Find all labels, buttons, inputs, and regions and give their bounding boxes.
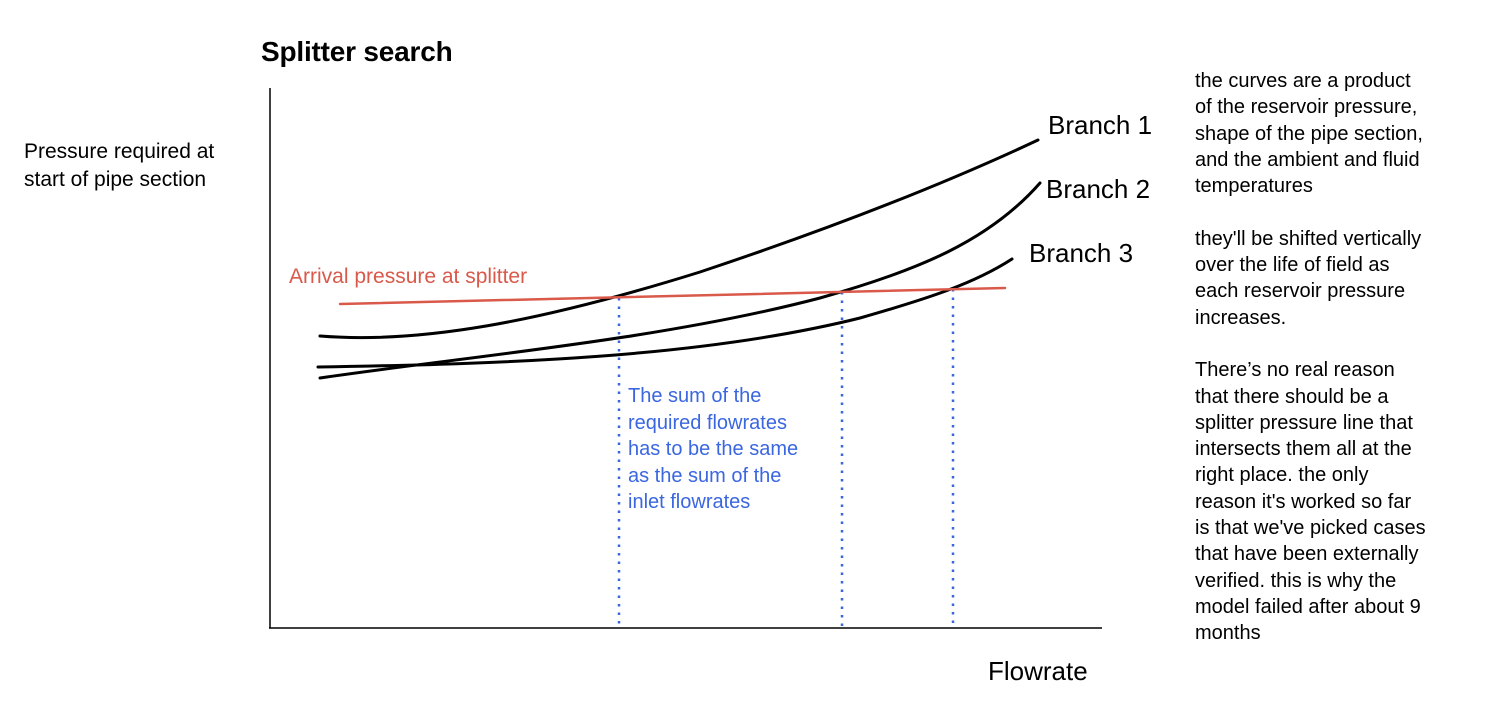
side-note-line: and the ambient and fluid	[1195, 148, 1420, 171]
x-axis-label: Flowrate	[988, 656, 1088, 686]
flowrate-sum-note: The sum of the required flowrates has to…	[628, 383, 868, 516]
branch-3-label: Branch 3	[1029, 238, 1134, 268]
branch-2-curve	[318, 181, 1042, 380]
note-line: as the sum of the	[628, 464, 782, 487]
branch-1-curve	[318, 138, 1040, 340]
side-note-line: months	[1195, 622, 1261, 645]
arrival-pressure-line	[338, 286, 1007, 306]
side-note-line: that have been externally	[1195, 543, 1419, 566]
branch-1-label: Branch 1	[1048, 110, 1153, 140]
side-note-line: over the life of field as	[1195, 254, 1390, 277]
side-note-line: that there should be a	[1195, 385, 1389, 408]
side-note-line: right place. the only	[1195, 464, 1369, 487]
y-axis-label-line: start of pipe section	[24, 168, 207, 191]
side-note-line: splitter pressure line that	[1195, 411, 1413, 434]
diagram-title: Splitter search	[261, 36, 453, 67]
side-note-line: they'll be shifted vertically	[1195, 227, 1422, 250]
side-note-line: There’s no real reason	[1195, 359, 1395, 382]
side-note-line: intersects them all at the	[1195, 438, 1412, 461]
branch-3-curve	[316, 257, 1014, 369]
side-note-line: model failed after about 9	[1195, 595, 1421, 618]
side-note-line: temperatures	[1195, 175, 1313, 198]
side-note-line: each reservoir pressure	[1195, 280, 1406, 303]
side-note-line: shape of the pipe section,	[1195, 122, 1423, 145]
note-line: required flowrates	[628, 411, 787, 434]
side-note-line: is that we've picked cases	[1195, 517, 1426, 540]
note-line: inlet flowrates	[628, 491, 751, 513]
side-notes: the curves are a product of the reservoi…	[1195, 68, 1495, 647]
side-note-line: of the reservoir pressure,	[1195, 96, 1418, 119]
side-note-line: verified. this is why the	[1195, 569, 1397, 592]
side-note-paragraph: they'll be shifted vertically over the l…	[1195, 226, 1495, 331]
branch-2-label: Branch 2	[1046, 174, 1151, 204]
side-note-paragraph: the curves are a product of the reservoi…	[1195, 68, 1495, 199]
side-note-line: increases.	[1195, 306, 1287, 329]
y-axis-label-line: Pressure required at	[24, 140, 215, 163]
note-line: has to be the same	[628, 438, 799, 460]
side-note-line: reason it's worked so far	[1195, 490, 1412, 513]
side-note-paragraph: There’s no real reason that there should…	[1195, 357, 1495, 646]
arrival-pressure-label: Arrival pressure at splitter	[289, 265, 528, 288]
note-line: The sum of the	[628, 385, 762, 407]
side-note-line: the curves are a product	[1195, 70, 1411, 92]
y-axis-label: Pressure required at start of pipe secti…	[24, 138, 254, 194]
